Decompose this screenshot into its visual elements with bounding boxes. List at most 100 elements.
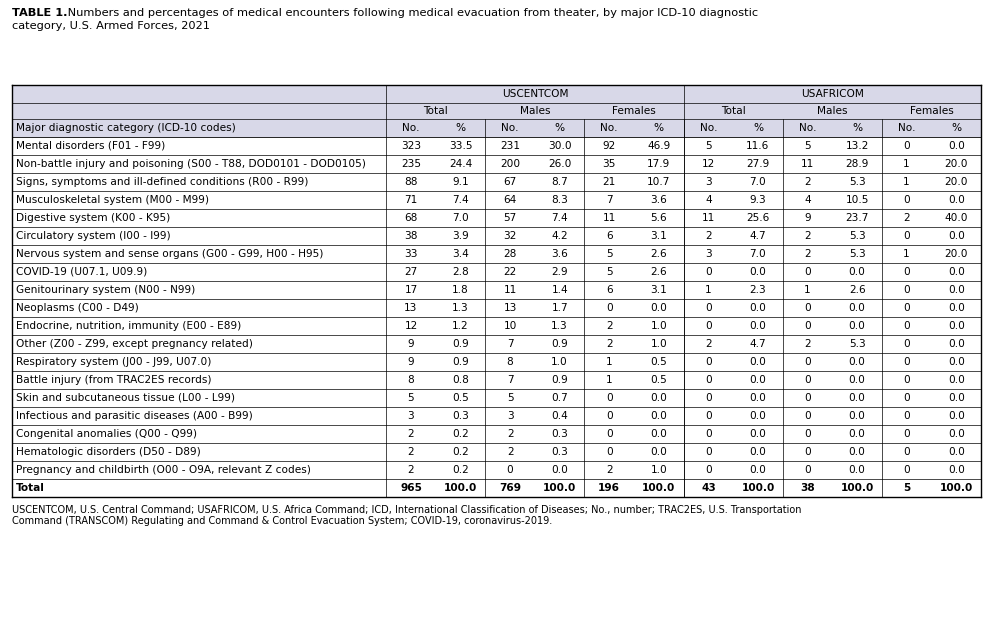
Text: 1.0: 1.0 <box>650 321 667 331</box>
Text: 0.9: 0.9 <box>551 375 568 385</box>
Bar <box>12 245 981 263</box>
Bar <box>12 425 981 443</box>
Text: 7: 7 <box>506 339 513 349</box>
Text: Respiratory system (J00 - J99, U07.0): Respiratory system (J00 - J99, U07.0) <box>16 357 212 367</box>
Text: 0.9: 0.9 <box>551 339 568 349</box>
Text: 2: 2 <box>506 447 513 457</box>
Text: 9: 9 <box>408 339 414 349</box>
Text: %: % <box>456 123 466 133</box>
Text: No.: No. <box>501 123 519 133</box>
Text: 20.0: 20.0 <box>944 249 968 259</box>
Text: Endocrine, nutrition, immunity (E00 - E89): Endocrine, nutrition, immunity (E00 - E8… <box>16 321 241 331</box>
Text: 1.8: 1.8 <box>452 285 469 295</box>
Text: 0.0: 0.0 <box>947 393 964 403</box>
Text: 200: 200 <box>500 159 520 169</box>
Text: 0: 0 <box>804 267 811 277</box>
Text: 2: 2 <box>408 447 414 457</box>
Text: 8: 8 <box>407 375 414 385</box>
Text: 0: 0 <box>904 429 910 439</box>
Text: 71: 71 <box>404 195 418 205</box>
Text: 0.3: 0.3 <box>551 429 568 439</box>
Text: 17: 17 <box>404 285 418 295</box>
Text: 7.0: 7.0 <box>452 213 469 223</box>
Text: 0: 0 <box>606 393 613 403</box>
Bar <box>12 155 981 173</box>
Text: Pregnancy and childbirth (O00 - O9A, relevant Z codes): Pregnancy and childbirth (O00 - O9A, rel… <box>16 465 311 475</box>
Text: Musculoskeletal system (M00 - M99): Musculoskeletal system (M00 - M99) <box>16 195 209 205</box>
Text: 0.0: 0.0 <box>947 141 964 151</box>
Text: 0: 0 <box>705 267 712 277</box>
Text: 3: 3 <box>407 411 414 421</box>
Text: 5: 5 <box>606 267 613 277</box>
Text: 11: 11 <box>801 159 814 169</box>
Text: Digestive system (K00 - K95): Digestive system (K00 - K95) <box>16 213 170 223</box>
Text: Females: Females <box>910 106 953 116</box>
Bar <box>12 173 981 191</box>
Text: 0.0: 0.0 <box>849 267 866 277</box>
Text: 7: 7 <box>506 375 513 385</box>
Text: %: % <box>555 123 565 133</box>
Text: 0.0: 0.0 <box>750 303 767 313</box>
Text: Signs, symptoms and ill-defined conditions (R00 - R99): Signs, symptoms and ill-defined conditio… <box>16 177 309 187</box>
Bar <box>12 317 981 335</box>
Text: 100.0: 100.0 <box>939 483 973 493</box>
Text: 4.2: 4.2 <box>551 231 568 241</box>
Text: 1: 1 <box>606 375 613 385</box>
Text: category, U.S. Armed Forces, 2021: category, U.S. Armed Forces, 2021 <box>12 21 210 31</box>
Text: 0.0: 0.0 <box>947 375 964 385</box>
Text: 7.0: 7.0 <box>750 177 767 187</box>
Text: 28: 28 <box>503 249 516 259</box>
Text: 0: 0 <box>904 141 910 151</box>
Text: 0.5: 0.5 <box>650 357 667 367</box>
Text: 0: 0 <box>804 447 811 457</box>
Text: 0.0: 0.0 <box>750 429 767 439</box>
Text: Males: Males <box>817 106 848 116</box>
Text: 33.5: 33.5 <box>449 141 473 151</box>
Text: 2: 2 <box>606 321 613 331</box>
Text: 3.1: 3.1 <box>650 285 667 295</box>
Text: 2.8: 2.8 <box>452 267 469 277</box>
Text: 10: 10 <box>503 321 516 331</box>
Text: 5.3: 5.3 <box>849 231 866 241</box>
Text: 0: 0 <box>804 465 811 475</box>
Text: 0.0: 0.0 <box>849 357 866 367</box>
Text: No.: No. <box>898 123 916 133</box>
Text: 0: 0 <box>705 447 712 457</box>
Text: 3.4: 3.4 <box>452 249 469 259</box>
Text: 0: 0 <box>804 393 811 403</box>
Bar <box>12 227 981 245</box>
Text: %: % <box>951 123 961 133</box>
Text: 5: 5 <box>705 141 712 151</box>
Text: 0.0: 0.0 <box>849 411 866 421</box>
Text: 92: 92 <box>603 141 616 151</box>
Text: 235: 235 <box>401 159 421 169</box>
Text: Congenital anomalies (Q00 - Q99): Congenital anomalies (Q00 - Q99) <box>16 429 197 439</box>
Text: 11: 11 <box>603 213 616 223</box>
Text: 20.0: 20.0 <box>944 177 968 187</box>
Text: 965: 965 <box>400 483 422 493</box>
Text: Skin and subcutaneous tissue (L00 - L99): Skin and subcutaneous tissue (L00 - L99) <box>16 393 235 403</box>
Text: 0.0: 0.0 <box>750 393 767 403</box>
Text: 21: 21 <box>603 177 616 187</box>
Text: No.: No. <box>402 123 420 133</box>
Bar <box>12 137 981 155</box>
Text: 0.0: 0.0 <box>849 321 866 331</box>
Bar <box>12 281 981 299</box>
Text: 100.0: 100.0 <box>543 483 576 493</box>
Text: 0: 0 <box>606 447 613 457</box>
Text: 3.6: 3.6 <box>650 195 667 205</box>
Text: 3: 3 <box>506 411 513 421</box>
Text: 0: 0 <box>904 231 910 241</box>
Text: 1: 1 <box>904 249 910 259</box>
Text: 0: 0 <box>804 411 811 421</box>
Text: 0.5: 0.5 <box>650 375 667 385</box>
Bar <box>12 461 981 479</box>
Text: Non-battle injury and poisoning (S00 - T88, DOD0101 - DOD0105): Non-battle injury and poisoning (S00 - T… <box>16 159 365 169</box>
Text: Infectious and parasitic diseases (A00 - B99): Infectious and parasitic diseases (A00 -… <box>16 411 253 421</box>
Text: 2.6: 2.6 <box>650 267 667 277</box>
Text: 11: 11 <box>702 213 715 223</box>
Text: 10.7: 10.7 <box>647 177 670 187</box>
Text: 2: 2 <box>804 249 811 259</box>
Text: 0.0: 0.0 <box>750 447 767 457</box>
Text: COVID-19 (U07.1, U09.9): COVID-19 (U07.1, U09.9) <box>16 267 147 277</box>
